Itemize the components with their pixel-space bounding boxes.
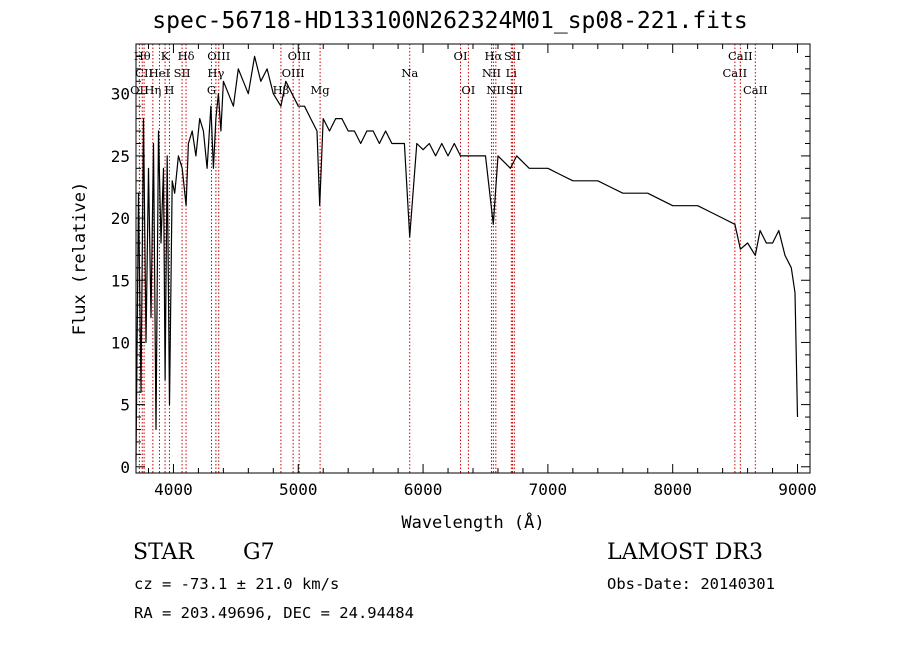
coordinates: RA = 203.49696, DEC = 24.94484: [134, 604, 414, 622]
y-axis-label: Flux (relative): [70, 182, 90, 336]
line-label-13: OIII: [282, 66, 305, 80]
line-label-2: CII: [135, 66, 153, 80]
line-label-7: SII: [174, 66, 191, 80]
x-tick-label-0: 4000: [154, 480, 193, 499]
plot-frame: [135, 43, 811, 474]
spectrum-series: [135, 55, 799, 461]
line-label-22: Li: [506, 66, 518, 80]
line-label-6: H: [164, 83, 174, 97]
line-label-26: CaII: [728, 49, 753, 63]
axes: [135, 43, 811, 474]
y-tick-label-2: 10: [111, 333, 130, 352]
line-label-14: OIII: [288, 49, 311, 63]
line-label-4: HeI: [149, 66, 170, 80]
spectral-line-markers: OIIHθCIIHηHeIKHSIIHδGHγOIIIHβOIIIOIIIMgN…: [130, 44, 768, 473]
line-label-21: NII: [486, 83, 505, 97]
spectrum-line: [135, 55, 799, 461]
y-tick-label-4: 20: [111, 209, 130, 228]
line-label-19: NII: [482, 66, 501, 80]
line-label-17: OI: [454, 49, 468, 63]
redshift-text: cz = -73.1 ± 21.0 km/s: [134, 575, 340, 593]
line-label-20: Hα: [484, 49, 502, 63]
line-label-5: K: [161, 49, 170, 63]
line-label-8: Hδ: [178, 49, 195, 63]
x-axis-label: Wavelength (Å): [401, 511, 544, 533]
x-tick-label-4: 8000: [653, 480, 692, 499]
x-tick-label-3: 7000: [529, 480, 568, 499]
line-label-18: OI: [461, 83, 475, 97]
y-tick-label-0: 0: [120, 458, 130, 477]
y-tick-label-3: 15: [111, 271, 130, 290]
chart-title: spec-56718-HD133100N262324M01_sp08-221.f…: [152, 8, 748, 34]
line-label-23: SII: [504, 49, 521, 63]
obs-date: Obs-Date: 20140301: [607, 575, 775, 593]
line-label-16: Na: [401, 66, 418, 80]
line-label-3: Hη: [144, 83, 161, 97]
x-tick-label-5: 9000: [778, 480, 817, 499]
line-label-24: SII: [506, 83, 523, 97]
line-label-1: Hθ: [134, 49, 151, 63]
line-label-25: CaII: [722, 66, 747, 80]
y-tick-label-6: 30: [111, 85, 130, 104]
y-tick-label-1: 5: [120, 396, 130, 415]
object-class: STAR: [133, 540, 194, 565]
line-label-15: Mg: [311, 83, 331, 97]
axis-labels: 4000 5000 6000 7000 8000 9000 0 5 10 15 20 25 30 Wave…: [70, 85, 817, 533]
line-label-11: OIII: [207, 49, 230, 63]
object-subclass: G7: [243, 540, 275, 565]
line-label-27: CaII: [743, 83, 768, 97]
line-label-9: G: [207, 83, 216, 97]
y-tick-label-5: 25: [111, 147, 130, 166]
x-tick-label-1: 5000: [279, 480, 318, 499]
x-tick-label-2: 6000: [404, 480, 443, 499]
line-label-10: Hγ: [207, 66, 224, 80]
survey-name: LAMOST DR3: [607, 540, 763, 565]
